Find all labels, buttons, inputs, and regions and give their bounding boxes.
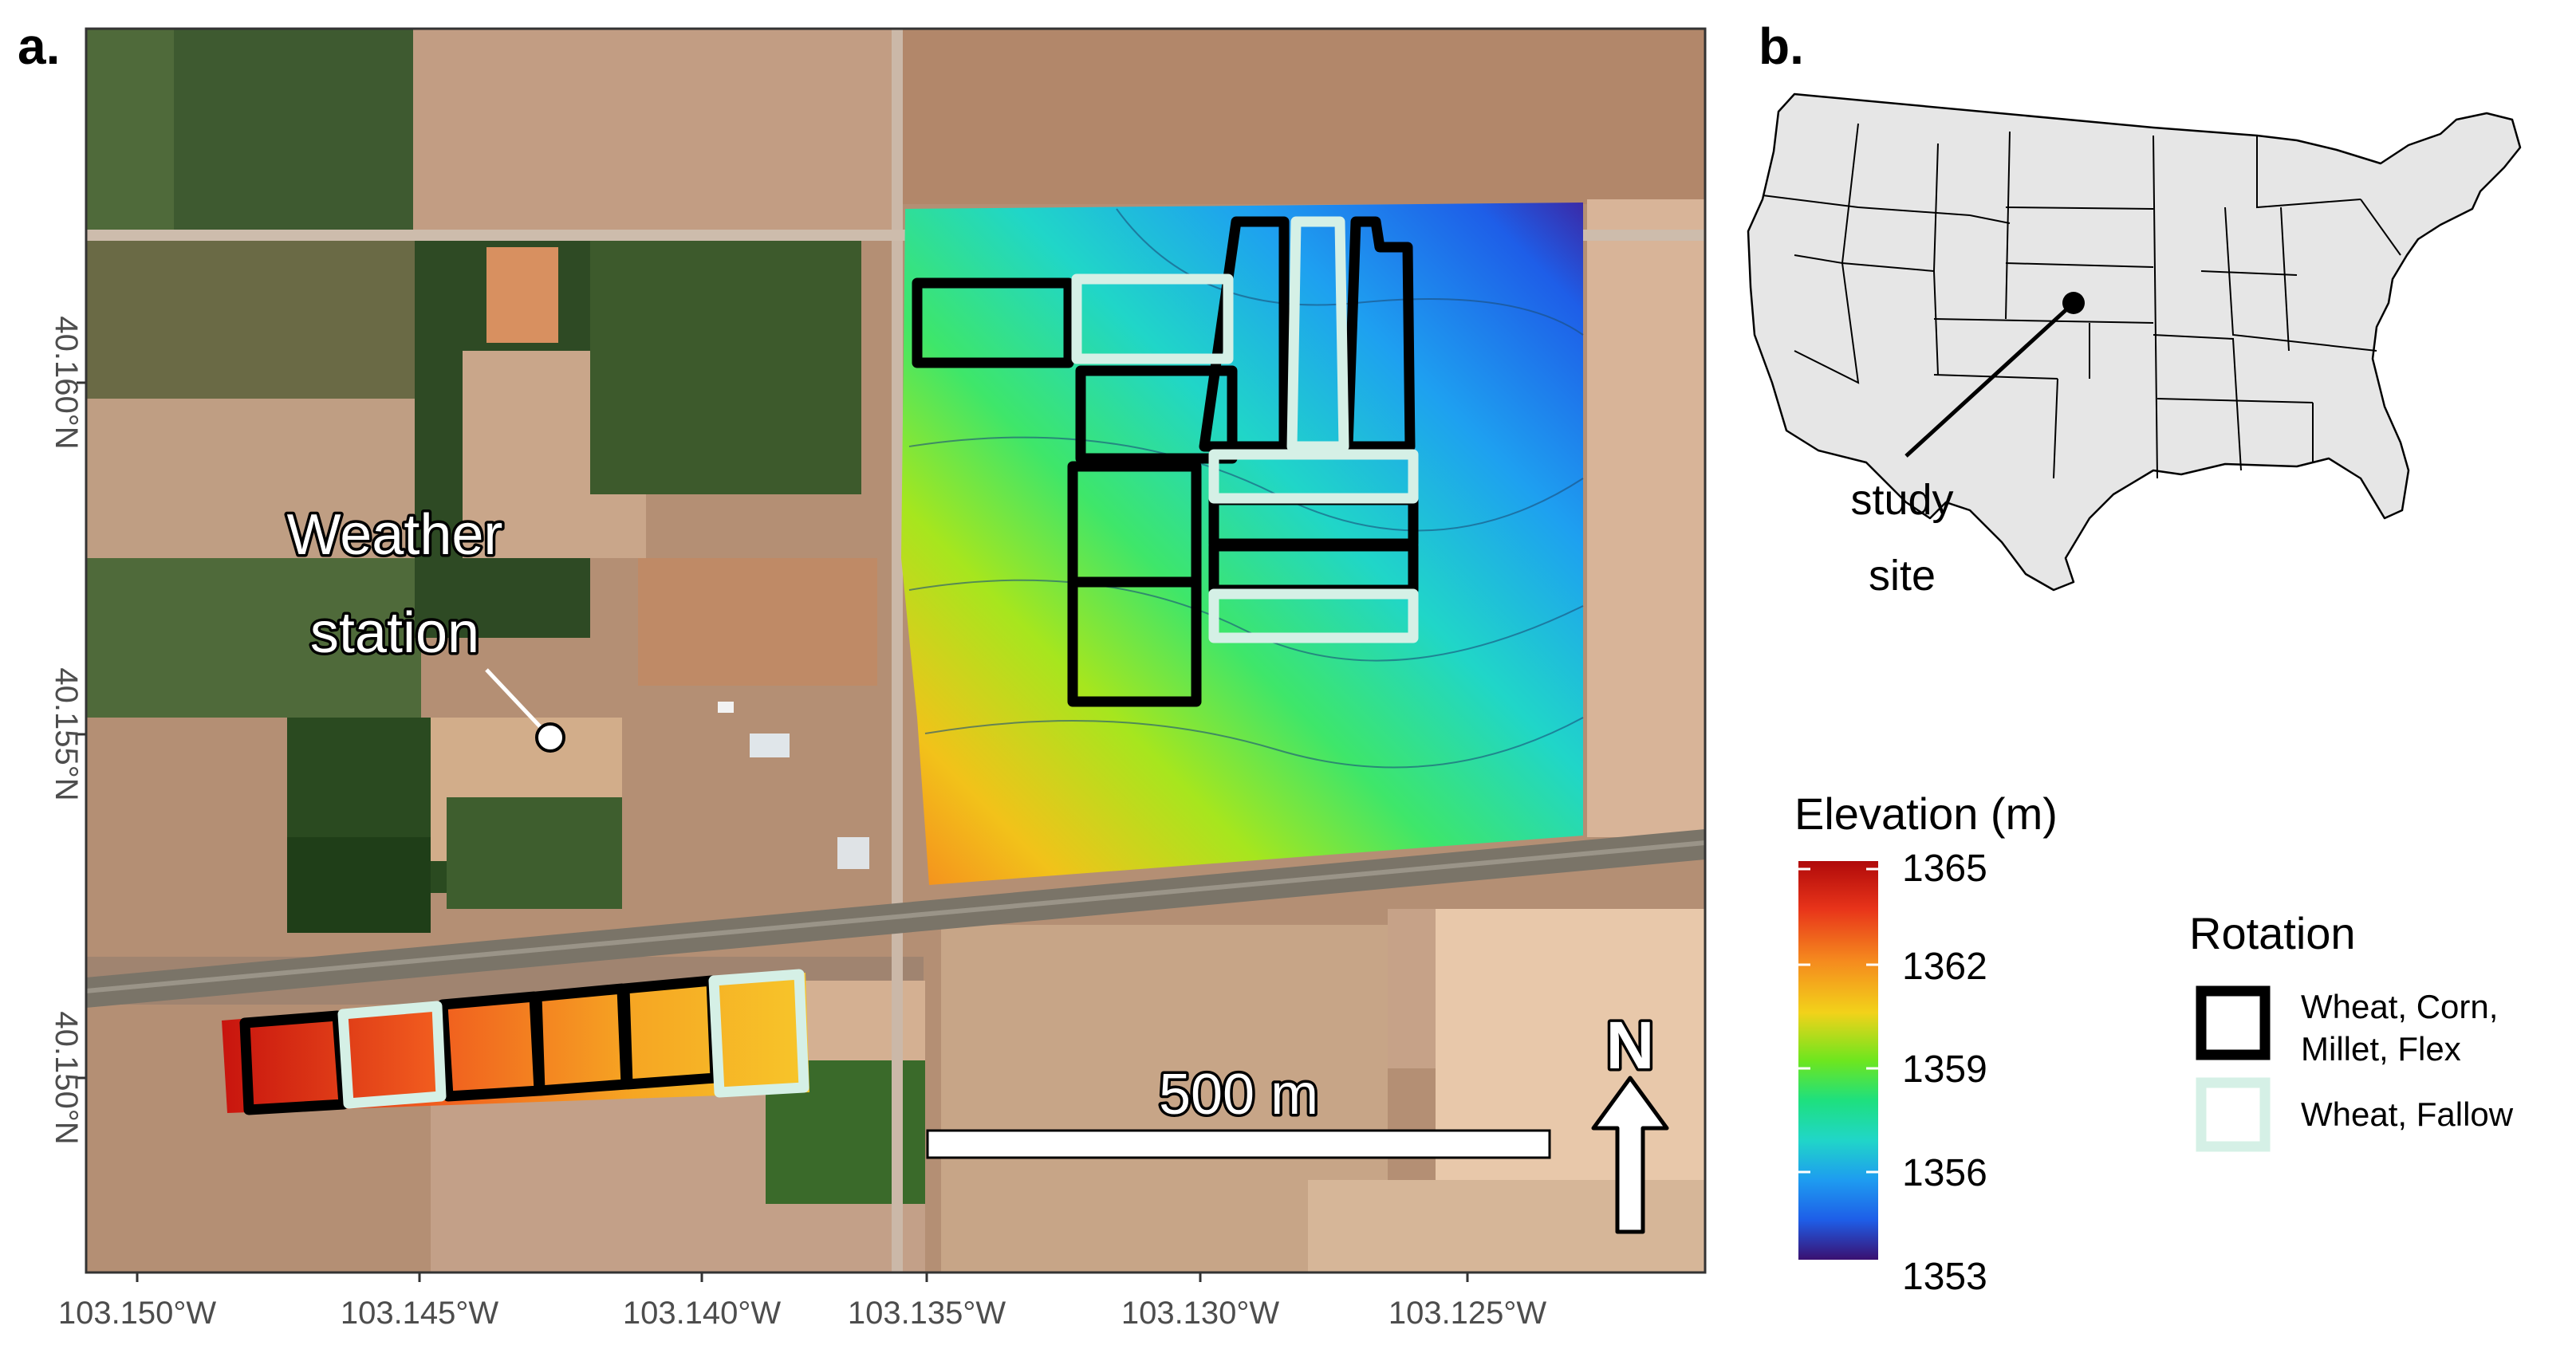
elevation-tick-label: 1365 xyxy=(1902,848,1987,890)
elevation-tick-label: 1353 xyxy=(1902,1256,1987,1298)
study-site-label-line2: site xyxy=(1869,552,1936,600)
elevation-tick-label: 1356 xyxy=(1902,1152,1987,1194)
panel-b-letter: b. xyxy=(1759,18,1804,75)
rotation-key-black xyxy=(2196,985,2271,1060)
weather-station-leader xyxy=(485,668,552,739)
scale-bar-label: 500 m xyxy=(1159,1063,1318,1127)
lat-tick-label: 40.150°N xyxy=(49,1011,84,1144)
lon-tick-label: 103.145°W xyxy=(341,1296,499,1331)
latitude-axis: 40.160°N 40.155°N 40.150°N xyxy=(49,316,86,1145)
panel-a-frame xyxy=(85,27,1707,1274)
lat-tick-label: 40.160°N xyxy=(49,316,84,449)
elevation-colorbar xyxy=(1798,861,1878,1260)
lon-tick-label: 103.130°W xyxy=(1121,1296,1280,1331)
study-site-leader xyxy=(1904,301,2075,458)
rotation-label: Wheat, Corn, xyxy=(2301,988,2498,1025)
us-outline xyxy=(1747,92,2522,592)
weather-station-marker xyxy=(535,722,565,753)
longitude-axis: 103.150°W 103.145°W 103.140°W 103.135°W … xyxy=(58,1272,1547,1331)
scale-bar xyxy=(926,1129,1551,1159)
north-arrow-icon xyxy=(1591,1076,1669,1234)
lon-tick-label: 103.125°W xyxy=(1388,1296,1547,1331)
lon-tick-label: 103.135°W xyxy=(848,1296,1006,1331)
elevation-legend: Elevation (m) 1365 1362 1359 1356 1353 xyxy=(1794,789,2058,1298)
panel-a-letter: a. xyxy=(18,18,60,75)
rotation-label: Wheat, Fallow xyxy=(2301,1095,2514,1133)
lon-tick-label: 103.140°W xyxy=(623,1296,782,1331)
lon-tick-label: 103.150°W xyxy=(58,1296,217,1331)
rotation-key-light xyxy=(2196,1077,2271,1152)
study-site-marker xyxy=(2062,292,2085,314)
elevation-tick-label: 1359 xyxy=(1902,1048,1987,1091)
weather-station-label-line2: station xyxy=(310,601,479,665)
weather-station-label-line1: Weather xyxy=(287,503,503,567)
lat-tick-label: 40.155°N xyxy=(49,667,84,800)
rotation-legend: Rotation Wheat, Corn, Millet, Flex Wheat… xyxy=(2189,908,2514,1152)
study-site-label-line1: study xyxy=(1850,476,1953,524)
elevation-legend-title: Elevation (m) xyxy=(1794,789,2058,839)
north-arrow-label: N xyxy=(1606,1008,1655,1083)
rotation-label: Millet, Flex xyxy=(2301,1030,2461,1068)
rotation-legend-title: Rotation xyxy=(2189,908,2356,958)
elevation-tick-label: 1362 xyxy=(1902,946,1987,988)
panel-b-us-map xyxy=(1747,92,2522,592)
rotation-plots-wheat-fallow xyxy=(337,216,1419,1109)
panel-a-map xyxy=(86,29,1705,1272)
